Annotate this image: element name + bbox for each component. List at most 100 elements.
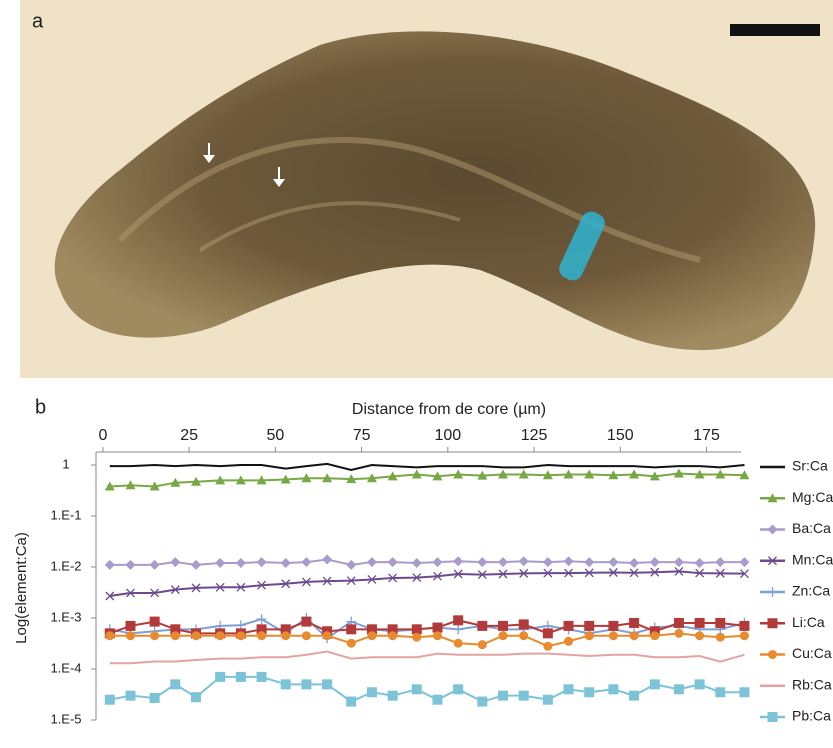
marker: [739, 557, 749, 567]
marker: [301, 679, 311, 689]
marker: [367, 557, 377, 567]
marker: [650, 679, 660, 689]
marker: [433, 631, 442, 640]
marker: [150, 617, 160, 627]
marker: [105, 631, 114, 640]
marker: [543, 628, 553, 638]
marker: [236, 631, 245, 640]
marker: [674, 684, 684, 694]
marker: [412, 558, 422, 568]
marker: [192, 631, 201, 640]
marker: [695, 558, 705, 568]
series-line: [110, 464, 745, 470]
marker: [236, 558, 246, 568]
marker: [608, 621, 618, 631]
marker: [768, 712, 778, 722]
legend-label: Mg:Ca: [792, 489, 833, 505]
marker: [478, 640, 487, 649]
series-line: [110, 560, 745, 565]
marker: [347, 639, 356, 648]
y-tick-label: 1.E-1: [50, 507, 81, 522]
marker: [608, 557, 618, 567]
marker: [281, 679, 291, 689]
panel-label: b: [35, 396, 46, 418]
marker: [716, 633, 725, 642]
marker: [739, 621, 749, 631]
marker: [768, 650, 777, 659]
marker: [170, 557, 180, 567]
marker: [498, 621, 508, 631]
marker: [432, 623, 442, 633]
x-tick-label: 175: [693, 427, 720, 444]
marker: [453, 624, 463, 634]
marker: [432, 557, 442, 567]
marker: [543, 557, 553, 567]
marker: [519, 691, 529, 701]
marker: [257, 557, 267, 567]
marker: [453, 556, 463, 566]
marker: [768, 618, 778, 628]
marker: [453, 684, 463, 694]
marker: [281, 631, 290, 640]
marker: [650, 631, 659, 640]
x-tick-label: 100: [434, 427, 461, 444]
marker: [257, 614, 267, 624]
x-tick-label: 50: [266, 427, 284, 444]
marker: [125, 560, 135, 570]
marker: [519, 631, 528, 640]
marker: [564, 621, 574, 631]
marker: [215, 672, 225, 682]
marker: [674, 618, 684, 628]
series-line: [110, 571, 745, 596]
marker: [499, 631, 508, 640]
x-tick-label: 150: [607, 427, 634, 444]
x-tick-label: 25: [180, 427, 198, 444]
marker: [257, 672, 267, 682]
scale-bar: [730, 24, 820, 36]
marker: [126, 631, 135, 640]
y-tick-label: 1.E-5: [50, 711, 81, 726]
marker: [498, 691, 508, 701]
y-tick-label: 1.E-3: [50, 609, 81, 624]
marker: [584, 621, 594, 631]
legend-label: Cu:Ca: [792, 645, 832, 661]
marker: [630, 631, 639, 640]
marker: [715, 557, 725, 567]
marker: [150, 560, 160, 570]
marker: [346, 697, 356, 707]
marker: [477, 557, 487, 567]
marker: [216, 631, 225, 640]
marker: [105, 695, 115, 705]
marker: [477, 697, 487, 707]
marker: [191, 692, 201, 702]
marker: [629, 558, 639, 568]
legend-label: Rb:Ca: [792, 676, 832, 692]
marker: [584, 557, 594, 567]
marker: [171, 631, 180, 640]
marker: [564, 684, 574, 694]
marker: [150, 693, 160, 703]
marker: [346, 624, 356, 634]
marker: [454, 639, 463, 648]
marker: [477, 621, 487, 631]
marker: [412, 684, 422, 694]
marker: [432, 695, 442, 705]
marker: [257, 631, 266, 640]
marker: [519, 619, 529, 629]
series-line: [110, 677, 745, 702]
legend-label: Pb:Ca: [792, 708, 831, 724]
x-tick-label: 0: [98, 427, 107, 444]
x-tick-label: 75: [353, 427, 371, 444]
marker: [609, 631, 618, 640]
marker: [564, 637, 573, 646]
marker: [346, 560, 356, 570]
marker: [367, 631, 376, 640]
marker: [367, 687, 377, 697]
marker: [498, 557, 508, 567]
marker: [564, 556, 574, 566]
x-axis-title: Distance from de core (µm): [352, 401, 546, 418]
x-tick-label: 125: [521, 427, 548, 444]
marker: [215, 558, 225, 568]
y-tick-label: 1: [62, 456, 69, 471]
marker: [125, 691, 135, 701]
